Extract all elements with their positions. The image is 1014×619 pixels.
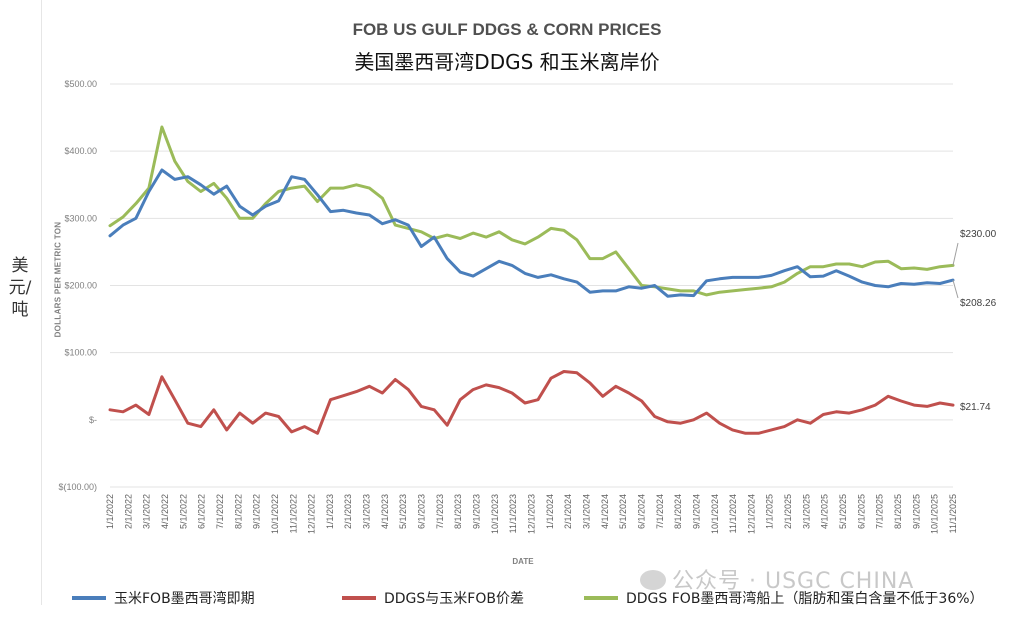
x-tick-label: 6/1/2024 <box>636 494 646 529</box>
legend-label-ddgs: DDGS FOB墨西哥湾船上（脂肪和蛋白含量不低于36%） <box>626 591 984 607</box>
legend-swatch-spread <box>342 596 376 600</box>
x-tick-label: 7/1/2023 <box>435 494 445 529</box>
x-tick-label: 5/1/2022 <box>178 494 188 529</box>
x-tick-label: 2/1/2022 <box>123 494 133 529</box>
legend-label-spread: DDGS与玉米FOB价差 <box>384 591 524 607</box>
x-tick-label: 9/1/2022 <box>252 494 262 529</box>
y-tick-label: $100.00 <box>64 348 97 358</box>
end-value-label-ddgs: $230.00 <box>960 229 997 240</box>
x-tick-label: 10/1/2022 <box>270 494 280 534</box>
end-value-label-spread: $21.74 <box>960 402 991 413</box>
x-tick-label: 2/1/2025 <box>783 494 793 529</box>
x-tick-label: 1/1/2022 <box>105 494 115 529</box>
x-tick-label: 11/1/2022 <box>288 494 298 533</box>
x-tick-label: 3/1/2024 <box>581 494 591 529</box>
x-tick-label: 10/1/2024 <box>710 494 720 534</box>
legend-item-ddgs: DDGS FOB墨西哥湾船上（脂肪和蛋白含量不低于36%） <box>584 584 984 612</box>
x-tick-label: 4/1/2025 <box>820 494 830 529</box>
series-line-ddgs <box>108 125 955 297</box>
x-tick-label: 8/1/2022 <box>233 494 243 529</box>
chart-title-cn: 美国墨西哥湾DDGS 和玉米离岸价 <box>354 50 660 74</box>
x-tick-label: 10/1/2023 <box>490 494 500 534</box>
series-line-corn <box>108 168 955 298</box>
series-line-spread <box>108 370 955 435</box>
x-tick-label: 8/1/2023 <box>453 494 463 529</box>
legend-item-spread: DDGS与玉米FOB价差 <box>342 584 524 612</box>
x-tick-label: 4/1/2024 <box>600 494 610 529</box>
leader-line <box>952 279 959 299</box>
x-tick-label: 11/1/2025 <box>948 494 958 533</box>
x-tick-label: 8/1/2024 <box>673 494 683 529</box>
end-value-label-corn: $208.26 <box>960 298 997 309</box>
leader-line <box>952 242 959 266</box>
x-tick-label: 10/1/2025 <box>930 494 940 534</box>
x-tick-label: 7/1/2025 <box>875 494 885 529</box>
x-tick-label: 1/1/2025 <box>765 494 775 529</box>
x-tick-label: 2/1/2023 <box>343 494 353 529</box>
x-tick-label: 5/1/2025 <box>838 494 848 529</box>
x-tick-label: 2/1/2024 <box>563 494 573 529</box>
x-tick-label: 9/1/2024 <box>691 494 701 529</box>
watermark: 公众号 · USGC CHINA <box>640 563 914 595</box>
x-tick-label: 1/1/2023 <box>325 494 335 529</box>
legend-label-corn: 玉米FOB墨西哥湾即期 <box>114 591 255 607</box>
x-tick-label: 5/1/2023 <box>398 494 408 529</box>
x-tick-label: 11/1/2024 <box>728 494 738 533</box>
x-tick-label: 11/1/2023 <box>508 494 518 533</box>
legend-swatch-corn <box>72 596 106 600</box>
x-tick-label: 3/1/2022 <box>142 494 152 529</box>
y-tick-label: $- <box>89 415 97 425</box>
x-tick-label: 8/1/2025 <box>893 494 903 529</box>
y-tick-label: $300.00 <box>64 213 97 223</box>
x-tick-label: 12/1/2023 <box>527 494 537 534</box>
x-tick-label: 4/1/2022 <box>160 494 170 529</box>
x-axis-title: DATE <box>512 557 534 566</box>
y-tick-label: $200.00 <box>64 281 97 291</box>
legend-item-corn: 玉米FOB墨西哥湾即期 <box>72 584 255 612</box>
left-border-line <box>41 0 42 605</box>
x-tick-label: 6/1/2023 <box>417 494 427 529</box>
x-tick-label: 7/1/2022 <box>215 494 225 529</box>
unit-label: 美元/吨 <box>8 256 32 320</box>
x-tick-label: 6/1/2022 <box>197 494 207 529</box>
y-tick-label: $(100.00) <box>58 482 97 492</box>
x-tick-label: 12/1/2024 <box>746 494 756 534</box>
x-tick-label: 3/1/2023 <box>362 494 372 529</box>
y-tick-label: $400.00 <box>64 146 97 156</box>
x-tick-label: 1/1/2024 <box>545 494 555 529</box>
x-tick-label: 12/1/2022 <box>307 494 317 534</box>
x-tick-label: 6/1/2025 <box>856 494 866 529</box>
y-tick-label: $500.00 <box>64 79 97 89</box>
watermark-text: 公众号 · USGC CHINA <box>672 569 915 594</box>
x-tick-label: 5/1/2024 <box>618 494 628 529</box>
wechat-icon <box>640 570 666 590</box>
x-tick-label: 9/1/2025 <box>911 494 921 529</box>
x-tick-label: 7/1/2024 <box>655 494 665 529</box>
x-tick-label: 4/1/2023 <box>380 494 390 529</box>
x-tick-label: 3/1/2025 <box>801 494 811 529</box>
legend-swatch-ddgs <box>584 596 618 600</box>
chart-title-en: FOB US GULF DDGS & CORN PRICES <box>352 20 662 39</box>
x-tick-label: 9/1/2023 <box>472 494 482 529</box>
